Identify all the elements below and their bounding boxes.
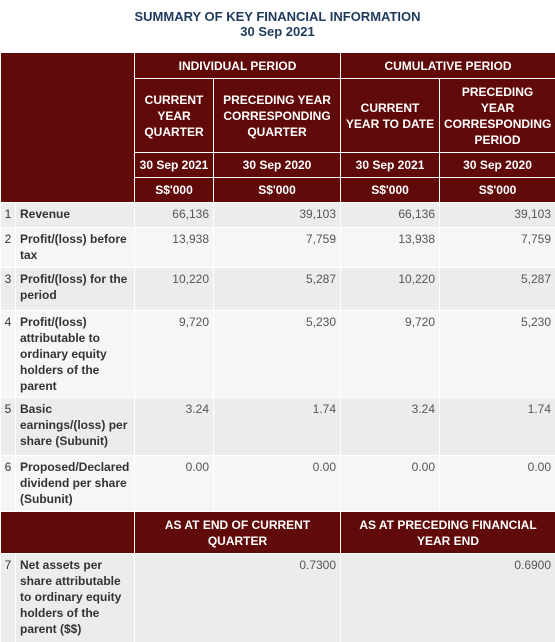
column-header: PRECEDING YEAR CORRESPONDING PERIOD [439,78,555,153]
row-number: 5 [0,397,16,456]
cell-value: 10,220 [340,267,441,311]
net-assets-header: AS AT PRECEDING FINANCIAL YEAR END [340,511,555,554]
financial-table: INDIVIDUAL PERIOD CUMULATIVE PERIOD CURREN… [0,52,555,642]
column-header: CURRENT YEAR TO DATE [340,78,441,153]
header-blank [0,511,135,554]
cell-value: 66,136 [340,202,441,228]
row-label: Basic earnings/(loss) per share (Subunit… [15,397,135,456]
table-row: 4 Profit/(loss) attributable to ordinary … [0,310,555,398]
table-row: 1 Revenue 66,136 39,103 66,136 39,103 [0,202,555,228]
date-header: 30 Sep 2021 [134,152,214,178]
row-label: Profit/(loss) before tax [15,227,135,268]
cell-value: 5,230 [439,310,555,398]
cell-value: 5,287 [212,267,342,311]
cell-value: 13,938 [134,227,214,268]
header-blank [0,52,135,203]
row-number: 3 [0,267,16,311]
table-row: 30 Sep 2021 30 Sep 2020 30 Sep 2021 30 Sep … [1,152,555,178]
group-header: CUMULATIVE PERIOD [340,52,555,79]
date-header: 30 Sep 2021 [340,152,441,178]
cell-value: 66,136 [134,202,214,228]
cell-value: 1.74 [212,397,342,456]
table-row: AS AT END OF CURRENT QUARTER AS AT PRECED… [0,511,555,554]
date-header: 30 Sep 2020 [212,152,342,178]
unit-header: S$'000 [134,177,214,203]
cell-value: 13,938 [340,227,441,268]
table-row: 6 Proposed/Declared dividend per share (S… [0,455,555,512]
table-row: S$'000 S$'000 S$'000 S$'000 [1,177,555,203]
cell-value: 3.24 [340,397,441,456]
title-date: 30 Sep 2021 [240,24,315,39]
title-block: SUMMARY OF KEY FINANCIAL INFORMATION 30 … [0,0,555,52]
row-label: Profit/(loss) for the period [15,267,135,311]
row-number: 4 [0,310,16,398]
cell-value: 5,230 [212,310,342,398]
cell-value: 10,220 [134,267,214,311]
row-number: 7 [0,553,16,642]
row-label: Net assets per share attributable to ord… [15,553,135,642]
title: SUMMARY OF KEY FINANCIAL INFORMATION [134,9,421,24]
cell-value: 9,720 [340,310,441,398]
row-number: 6 [0,455,16,512]
cell-value: 3.24 [134,397,214,456]
cell-value: 0.00 [340,455,441,512]
net-assets-header: AS AT END OF CURRENT QUARTER [133,511,342,554]
cell-value: 0.00 [212,455,342,512]
row-label: Revenue [15,202,135,228]
cell-value: 0.00 [439,455,555,512]
cell-value: 5,287 [439,267,555,311]
cell-value: 0.7300 [133,553,342,642]
cell-value: 39,103 [439,202,555,228]
table-row: CURRENT YEAR QUARTER PRECEDING YEAR CORRE… [1,78,555,153]
cell-value: 7,759 [212,227,342,268]
cell-value: 9,720 [134,310,214,398]
column-header: PRECEDING YEAR CORRESPONDING QUARTER [212,78,342,153]
table-row: 5 Basic earnings/(loss) per share (Subuni… [0,397,555,456]
unit-header: S$'000 [212,177,342,203]
cell-value: 0.6900 [340,553,555,642]
table-row: 2 Profit/(loss) before tax 13,938 7,759 13,9… [0,227,555,268]
cell-value: 39,103 [212,202,342,228]
row-number: 2 [0,227,16,268]
table-row: 3 Profit/(loss) for the period 10,220 5,287… [0,267,555,311]
date-header: 30 Sep 2020 [439,152,555,178]
row-label: Profit/(loss) attributable to ordinary e… [15,310,135,398]
column-header: CURRENT YEAR QUARTER [134,78,214,153]
row-label: Proposed/Declared dividend per share (Su… [15,455,135,512]
cell-value: 1.74 [439,397,555,456]
cell-value: 7,759 [439,227,555,268]
table-row: 7 Net assets per share attributable to or… [0,553,555,642]
table-row: INDIVIDUAL PERIOD CUMULATIVE PERIOD [0,52,555,203]
unit-header: S$'000 [340,177,441,203]
unit-header: S$'000 [439,177,555,203]
row-number: 1 [0,202,16,228]
cell-value: 0.00 [134,455,214,512]
group-header: INDIVIDUAL PERIOD [133,52,342,79]
